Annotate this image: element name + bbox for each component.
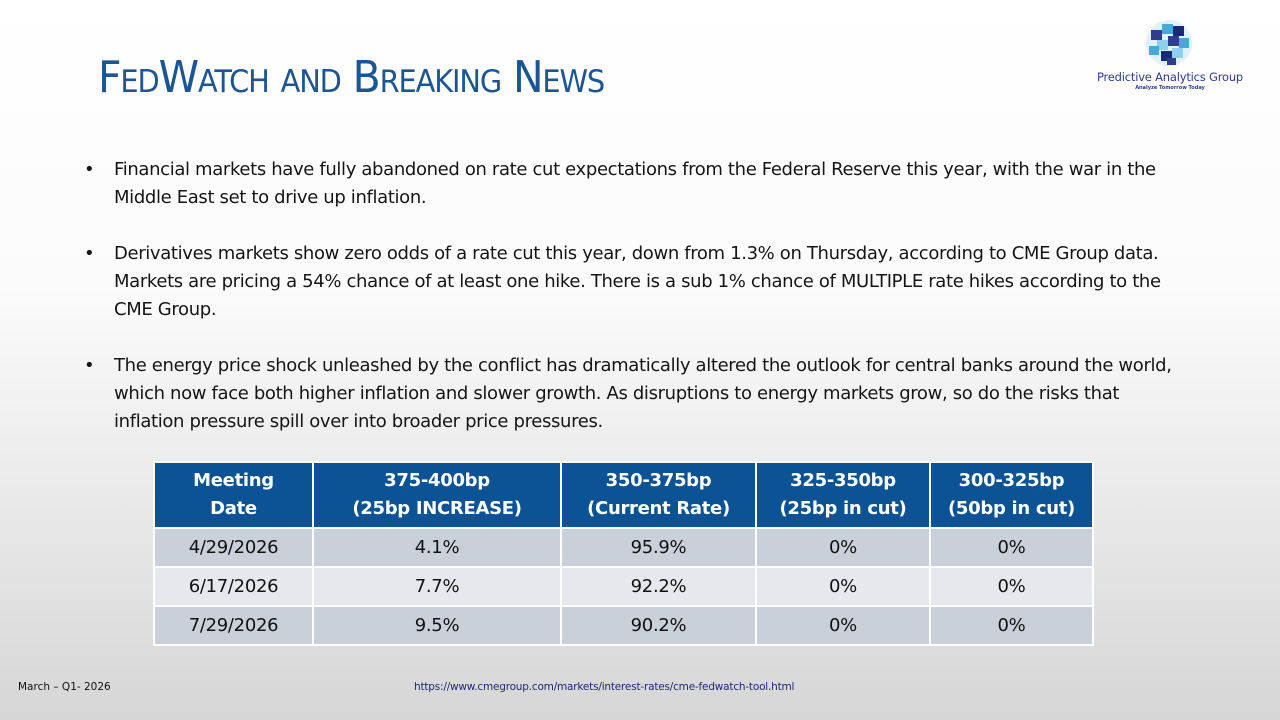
cell-value: 0% — [755, 527, 931, 568]
table-row: 4/29/2026 4.1% 95.9% 0% 0% — [153, 527, 1094, 568]
table-row: 7/29/2026 9.5% 90.2% 0% 0% — [153, 605, 1094, 646]
cell-value: 0% — [929, 566, 1094, 607]
table-header-row: Meeting Date 375-400bp (25bp INCREASE) 350… — [153, 461, 1094, 529]
cell-value: 4.1% — [312, 527, 562, 568]
cell-value: 90.2% — [560, 605, 757, 646]
bullet-dot-icon: • — [84, 243, 95, 264]
cell-value: 0% — [755, 566, 931, 607]
cell-value: 7.7% — [312, 566, 562, 607]
header-375-400bp: 375-400bp (25bp INCREASE) — [312, 461, 562, 529]
bullet-dot-icon: • — [84, 159, 95, 180]
puzzle-globe-icon — [1146, 20, 1192, 66]
bullet-item: • Derivatives markets show zero odds of … — [84, 240, 1194, 324]
bullet-dot-icon: • — [84, 355, 95, 376]
bullet-text: Derivatives markets show zero odds of a … — [114, 243, 1161, 320]
bullet-item: • Financial markets have fully abandoned… — [84, 156, 1194, 212]
slide-title: FedWatch and Breaking News — [98, 52, 605, 103]
header-300-325bp: 300-325bp (50bp in cut) — [929, 461, 1094, 529]
header-350-375bp: 350-375bp (Current Rate) — [560, 461, 757, 529]
cell-value: 92.2% — [560, 566, 757, 607]
cell-meeting-date: 4/29/2026 — [153, 527, 314, 568]
cell-value: 9.5% — [312, 605, 562, 646]
company-logo: Predictive Analytics Group Analyze Tomor… — [1085, 14, 1255, 94]
fedwatch-probability-table: Meeting Date 375-400bp (25bp INCREASE) 350… — [153, 461, 1094, 646]
cell-meeting-date: 7/29/2026 — [153, 605, 314, 646]
cell-value: 0% — [755, 605, 931, 646]
cell-value: 0% — [929, 605, 1094, 646]
logo-tagline: Analyze Tomorrow Today — [1135, 85, 1205, 91]
bullet-item: • The energy price shock unleashed by th… — [84, 352, 1194, 436]
cell-meeting-date: 6/17/2026 — [153, 566, 314, 607]
bullet-text: Financial markets have fully abandoned o… — [114, 159, 1156, 208]
bullet-text: The energy price shock unleashed by the … — [114, 355, 1172, 432]
table-row: 6/17/2026 7.7% 92.2% 0% 0% — [153, 566, 1094, 607]
header-meeting-date: Meeting Date — [153, 461, 314, 529]
cell-value: 95.9% — [560, 527, 757, 568]
footer-date: March – Q1- 2026 — [18, 681, 111, 693]
bullet-list: • Financial markets have fully abandoned… — [84, 156, 1194, 464]
logo-company-name: Predictive Analytics Group — [1096, 70, 1244, 84]
cell-value: 0% — [929, 527, 1094, 568]
header-325-350bp: 325-350bp (25bp in cut) — [755, 461, 931, 529]
source-link[interactable]: https://www.cmegroup.com/markets/interes… — [414, 681, 795, 693]
